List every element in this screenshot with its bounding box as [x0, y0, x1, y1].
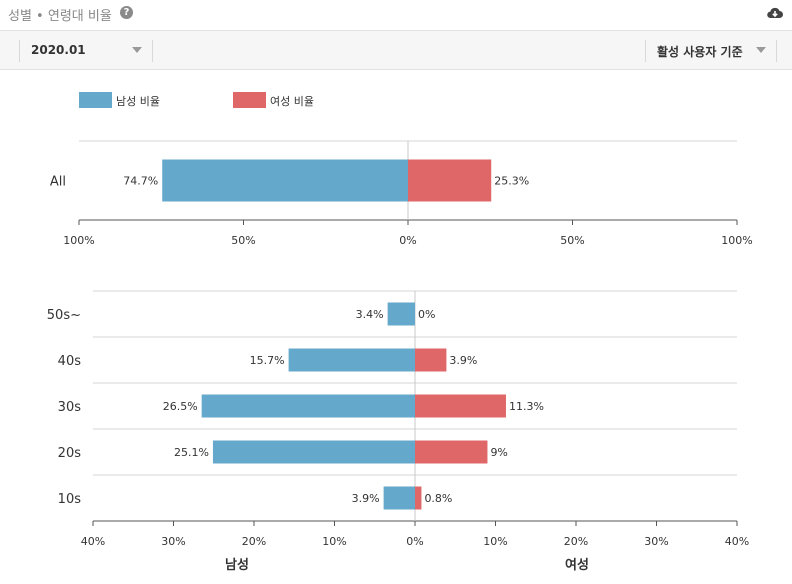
date-select-value: 2020.01: [31, 43, 86, 57]
age-bar-male: [288, 348, 415, 372]
cloud-download-icon[interactable]: [766, 4, 784, 22]
age-bar-male: [387, 302, 415, 326]
overall-category-label: All: [50, 175, 66, 190]
age-category-label: 20s: [58, 446, 82, 461]
overall-tick-label: 0%: [399, 234, 416, 247]
age-tick-label: 10%: [322, 535, 346, 548]
legend-label-female: 여성 비율: [270, 95, 314, 108]
age-data-label-female: 0%: [418, 308, 435, 321]
age-bar-male: [383, 486, 415, 510]
age-tick-label: 0%: [406, 535, 423, 548]
overall-bar-female: [408, 159, 492, 202]
age-tick-label: 20%: [242, 535, 266, 548]
age-data-label-female: 9%: [490, 446, 507, 459]
overall-tick-label: 50%: [560, 234, 584, 247]
chevron-down-icon: [756, 47, 766, 53]
overall-data-label-male: 74.7%: [123, 175, 158, 188]
age-tick-label: 20%: [564, 535, 588, 548]
age-data-label-female: 11.3%: [509, 400, 544, 413]
user-basis-value: 활성 사용자 기준: [657, 45, 743, 59]
age-data-label-male: 15.7%: [250, 354, 285, 367]
age-bar-male: [212, 440, 415, 464]
overall-bar-male: [162, 159, 408, 202]
age-data-label-male: 3.9%: [352, 492, 380, 505]
age-bar-female: [415, 486, 422, 510]
filter-toolbar: 2020.01 활성 사용자 기준: [0, 30, 792, 70]
age-category-label: 40s: [58, 354, 82, 369]
legend-swatch-female: [233, 92, 266, 108]
age-category-label: 50s~: [47, 308, 81, 323]
legend-swatch-male: [79, 92, 112, 108]
age-data-label-male: 3.4%: [356, 308, 384, 321]
widget-title: 성별 • 연령대 비율: [8, 9, 112, 24]
age-tick-label: 40%: [81, 535, 105, 548]
age-tick-label: 10%: [483, 535, 507, 548]
age-category-label: 10s: [58, 492, 82, 507]
axis-title-female: 여성: [565, 557, 589, 573]
age-bar-female: [415, 440, 488, 464]
axis-title-male: 남성: [225, 557, 249, 573]
date-select[interactable]: 2020.01: [19, 40, 153, 62]
overall-tick-label: 100%: [63, 234, 94, 247]
user-basis-select[interactable]: 활성 사용자 기준: [645, 40, 777, 62]
widget-header: 성별 • 연령대 비율 ?: [0, 0, 792, 30]
overall-data-label-female: 25.3%: [494, 175, 529, 188]
legend-label-male: 남성 비율: [116, 95, 160, 108]
age-category-label: 30s: [58, 400, 82, 415]
age-data-label-female: 0.8%: [424, 492, 452, 505]
help-icon[interactable]: ?: [120, 6, 133, 19]
age-data-label-male: 26.5%: [163, 400, 198, 413]
age-tick-label: 30%: [644, 535, 668, 548]
age-bar-female: [415, 394, 506, 418]
overall-tick-label: 50%: [231, 234, 255, 247]
age-data-label-female: 3.9%: [449, 354, 477, 367]
age-tick-label: 40%: [725, 535, 749, 548]
age-bar-female: [415, 348, 447, 372]
age-tick-label: 30%: [161, 535, 185, 548]
age-data-label-male: 25.1%: [174, 446, 209, 459]
age-bar-male: [201, 394, 415, 418]
chevron-down-icon: [132, 47, 142, 53]
overall-tick-label: 100%: [721, 234, 752, 247]
